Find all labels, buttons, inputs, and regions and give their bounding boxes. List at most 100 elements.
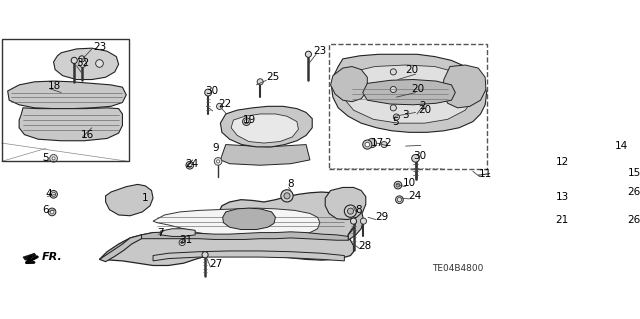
Polygon shape xyxy=(99,192,361,265)
Text: 3: 3 xyxy=(403,110,409,121)
Polygon shape xyxy=(231,114,298,143)
Text: 11: 11 xyxy=(479,169,492,179)
Text: 20: 20 xyxy=(412,84,425,94)
Circle shape xyxy=(394,181,402,189)
Polygon shape xyxy=(99,235,141,262)
Circle shape xyxy=(214,158,222,165)
Text: 9: 9 xyxy=(212,144,219,153)
Text: 26: 26 xyxy=(627,215,640,225)
Text: 27: 27 xyxy=(209,259,222,269)
Text: 20: 20 xyxy=(406,64,419,75)
Circle shape xyxy=(360,218,367,224)
Text: 4: 4 xyxy=(46,189,52,199)
Circle shape xyxy=(363,140,372,149)
Polygon shape xyxy=(54,48,118,79)
Text: 18: 18 xyxy=(48,81,61,91)
Circle shape xyxy=(396,183,400,187)
Text: 5: 5 xyxy=(392,117,399,127)
Text: 17: 17 xyxy=(371,138,383,148)
Text: 23: 23 xyxy=(314,46,327,56)
Text: 16: 16 xyxy=(81,130,93,140)
Circle shape xyxy=(555,161,563,169)
Text: FR.: FR. xyxy=(42,252,63,262)
Circle shape xyxy=(52,157,55,160)
Circle shape xyxy=(617,193,623,199)
Text: 30: 30 xyxy=(205,86,218,96)
Polygon shape xyxy=(161,229,195,236)
Text: 22: 22 xyxy=(218,99,231,109)
Bar xyxy=(1,39,129,161)
Text: 2: 2 xyxy=(419,101,426,111)
Circle shape xyxy=(394,114,399,120)
Circle shape xyxy=(188,163,192,167)
Circle shape xyxy=(257,79,263,85)
Text: 32: 32 xyxy=(77,58,90,68)
Text: 8: 8 xyxy=(355,204,362,215)
Circle shape xyxy=(396,196,403,204)
Circle shape xyxy=(612,152,616,156)
Circle shape xyxy=(50,210,54,214)
Circle shape xyxy=(390,105,396,111)
Circle shape xyxy=(71,57,77,63)
Polygon shape xyxy=(19,108,122,141)
Text: 1: 1 xyxy=(141,193,148,203)
Circle shape xyxy=(79,56,85,62)
Text: 12: 12 xyxy=(556,157,569,167)
Text: 6: 6 xyxy=(42,204,49,215)
Circle shape xyxy=(557,163,561,167)
Text: 24: 24 xyxy=(408,191,421,201)
Polygon shape xyxy=(346,198,364,240)
Circle shape xyxy=(48,208,56,216)
Polygon shape xyxy=(332,54,486,132)
Circle shape xyxy=(216,160,220,163)
Text: 13: 13 xyxy=(556,192,569,202)
Circle shape xyxy=(344,205,356,217)
Polygon shape xyxy=(363,79,455,105)
Circle shape xyxy=(365,142,370,147)
Polygon shape xyxy=(220,106,312,147)
Polygon shape xyxy=(223,208,275,229)
Circle shape xyxy=(244,120,248,124)
Circle shape xyxy=(79,60,86,67)
Polygon shape xyxy=(220,145,310,165)
Polygon shape xyxy=(343,65,474,123)
Circle shape xyxy=(390,69,396,75)
Polygon shape xyxy=(23,253,36,260)
Circle shape xyxy=(205,89,212,96)
Circle shape xyxy=(305,51,312,57)
Bar xyxy=(329,44,488,169)
Text: 7: 7 xyxy=(157,227,163,238)
Circle shape xyxy=(617,218,623,224)
Circle shape xyxy=(50,154,58,162)
Text: 29: 29 xyxy=(375,211,388,221)
Text: 30: 30 xyxy=(413,151,426,161)
Polygon shape xyxy=(442,65,486,108)
Text: 8: 8 xyxy=(287,179,294,189)
Text: 19: 19 xyxy=(243,115,256,125)
Circle shape xyxy=(348,208,353,214)
Circle shape xyxy=(51,192,56,197)
Circle shape xyxy=(625,174,627,177)
Text: 21: 21 xyxy=(556,215,569,225)
Circle shape xyxy=(397,197,401,202)
Circle shape xyxy=(351,218,356,224)
Text: 2: 2 xyxy=(384,138,391,148)
Circle shape xyxy=(186,161,194,169)
Text: 26: 26 xyxy=(627,187,640,197)
Polygon shape xyxy=(106,184,153,216)
Circle shape xyxy=(605,145,623,163)
Text: 23: 23 xyxy=(93,41,107,52)
Polygon shape xyxy=(153,251,344,261)
Circle shape xyxy=(50,190,58,198)
Circle shape xyxy=(556,218,562,224)
Circle shape xyxy=(281,190,293,202)
Circle shape xyxy=(367,138,376,148)
Circle shape xyxy=(609,149,618,158)
Circle shape xyxy=(622,171,630,179)
Text: 24: 24 xyxy=(185,159,198,169)
Circle shape xyxy=(381,142,387,148)
Circle shape xyxy=(390,86,396,93)
Text: 5: 5 xyxy=(42,152,49,163)
Circle shape xyxy=(181,241,183,244)
Text: 20: 20 xyxy=(418,105,431,115)
